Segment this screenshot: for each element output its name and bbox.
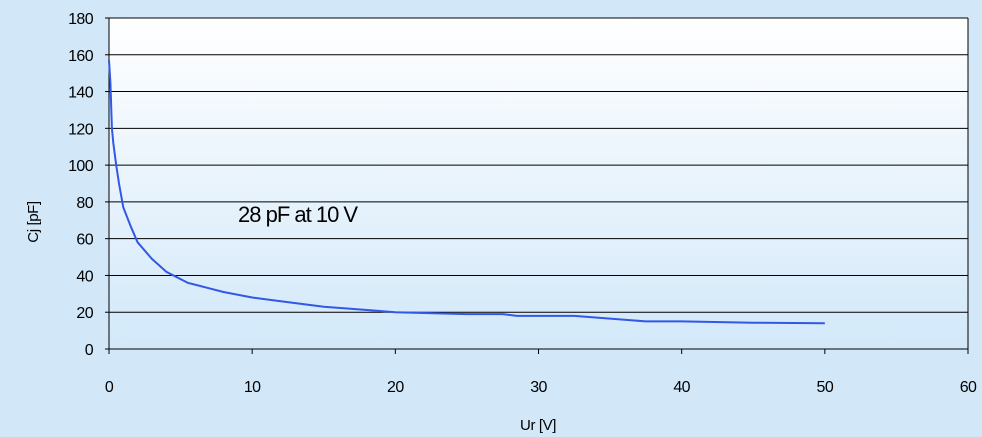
y-tick-label: 120: [68, 121, 94, 138]
plot-area: [109, 18, 968, 349]
x-tick-label: 10: [244, 379, 261, 396]
y-tick-label: 100: [68, 158, 94, 175]
x-tick-label: 60: [960, 379, 977, 396]
y-axis-title: Cj [pF]: [25, 201, 42, 243]
series-group: [108, 60, 825, 325]
y-tick-label: 160: [68, 48, 94, 65]
x-tick-label: 0: [105, 379, 114, 396]
x-tick-label: 40: [673, 379, 690, 396]
x-axis-title: Ur [V]: [520, 417, 556, 434]
series-line: [108, 60, 825, 325]
x-tick-label: 30: [530, 379, 547, 396]
y-tick-label: 180: [68, 11, 94, 28]
y-tick-label: 80: [76, 195, 93, 212]
y-tick-label: 60: [76, 232, 93, 249]
x-tick-label: 20: [387, 379, 404, 396]
y-tick-label: 140: [68, 85, 94, 102]
y-tick-label: 20: [76, 305, 93, 322]
gridlines: [109, 17, 968, 313]
tick-labels: 0 20 40 60 80 100 120 140 160 180 0 10 20 30 40 50 60: [68, 11, 978, 396]
annotation-label: 28 pF at 10 V: [238, 202, 358, 227]
x-tick-label: 50: [817, 379, 834, 396]
y-tick-label: 40: [76, 268, 93, 285]
y-tick-label: 0: [85, 342, 94, 359]
